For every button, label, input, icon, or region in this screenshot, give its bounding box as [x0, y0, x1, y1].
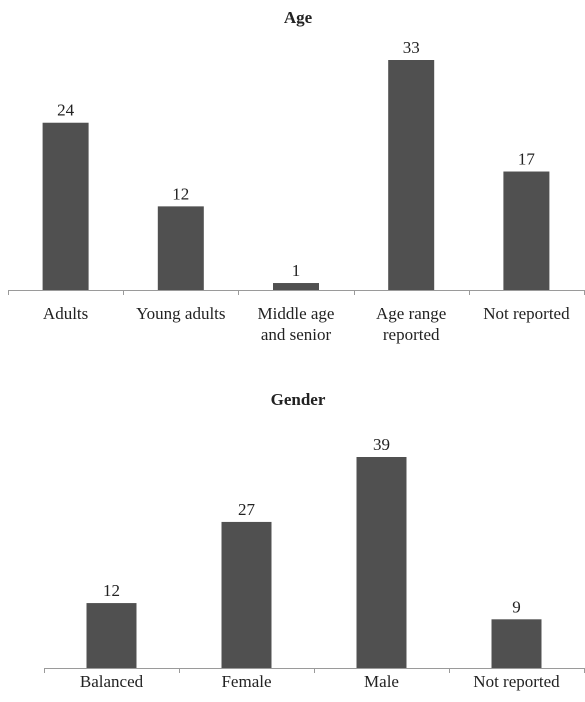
age-category-label: Middle age and senior — [258, 304, 335, 344]
age-data-label: 12 — [172, 184, 189, 203]
gender-data-label: 39 — [373, 435, 390, 454]
age-chart: Age 24 Adults 12 Young adults 1 Middle age and… — [8, 8, 585, 344]
gender-data-label: 27 — [238, 500, 256, 519]
age-data-label: 24 — [57, 101, 75, 120]
gender-category-label: Balanced — [80, 672, 144, 691]
age-data-label: 17 — [518, 150, 536, 169]
gender-chart-title: Gender — [271, 390, 326, 409]
gender-category-label: Male — [364, 672, 399, 691]
gender-chart: Gender 12 Balanced 27 Female 39 Male 9 Not repo… — [44, 390, 585, 691]
age-data-label: 1 — [292, 261, 301, 280]
age-category-label: Young adults — [136, 304, 225, 323]
gender-bar — [86, 603, 137, 668]
gender-category-label: Female — [221, 672, 271, 691]
gender-data-label: 9 — [512, 597, 521, 616]
gender-bar — [221, 521, 272, 668]
age-bar — [42, 122, 89, 291]
age-category-label: Age range reported — [376, 304, 446, 344]
gender-bar — [356, 457, 407, 668]
age-chart-title: Age — [284, 8, 313, 27]
age-category-label: Not reported — [483, 304, 570, 323]
age-bar — [157, 206, 204, 290]
age-bar — [503, 171, 550, 290]
gender-data-label: 12 — [103, 581, 120, 600]
age-bar — [273, 283, 319, 290]
age-category-label: Adults — [43, 304, 88, 323]
age-data-label: 33 — [403, 38, 420, 57]
age-bar — [388, 60, 435, 290]
gender-category-label: Not reported — [473, 672, 560, 691]
gender-bar — [491, 619, 542, 668]
